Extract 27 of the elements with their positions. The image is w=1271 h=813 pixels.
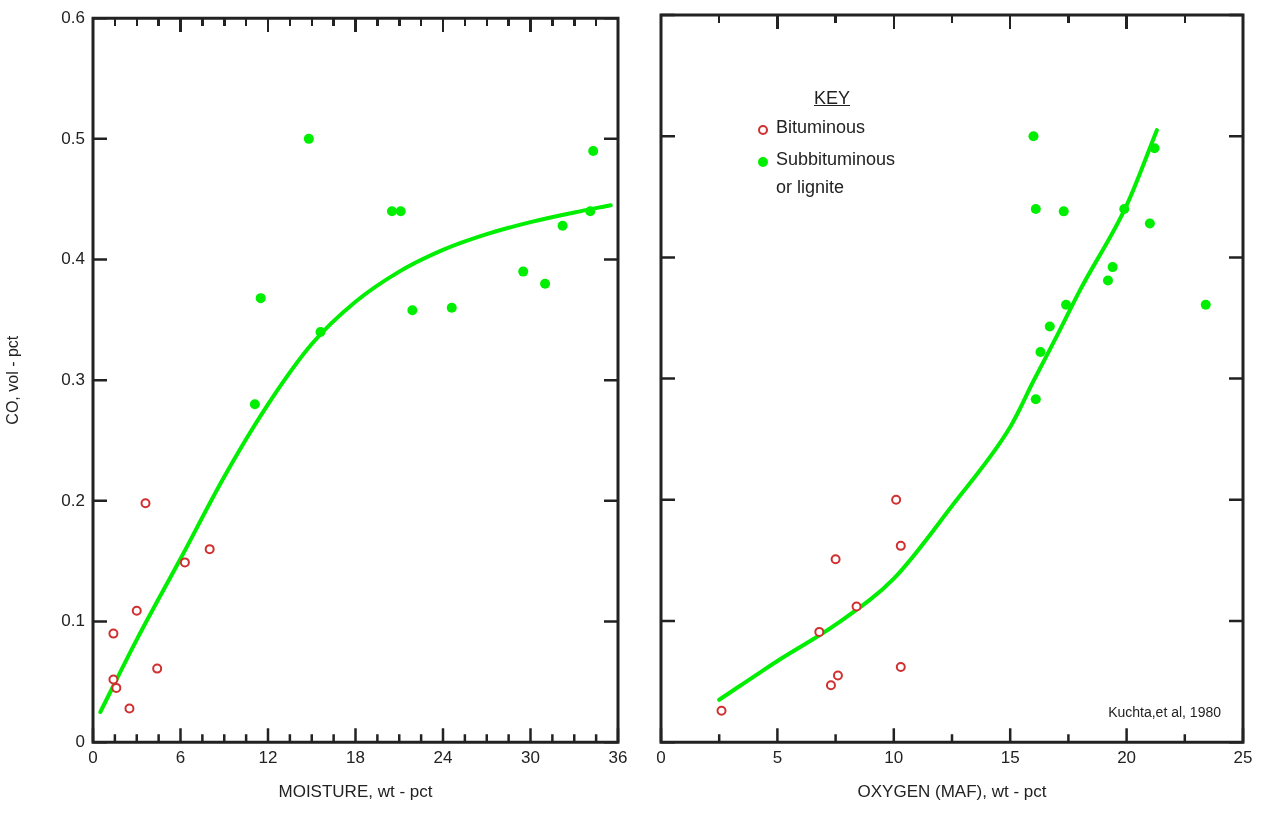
annotation: Kuchta,et al, 1980 <box>1108 704 1222 721</box>
x-tick-label: 12 <box>258 748 278 768</box>
x-tick-label: 18 <box>346 748 365 768</box>
y-tick-label: 0.3 <box>61 369 85 389</box>
legend-label: Subbituminous or lignite <box>776 148 897 199</box>
y-tick-label: 0.5 <box>61 128 85 148</box>
x-tick-label: 5 <box>772 748 783 768</box>
y-tick-label: 0.1 <box>61 611 85 631</box>
y-tick-label: 0.2 <box>61 490 85 510</box>
y-tick-label: 0.6 <box>61 7 85 27</box>
x-tick-label: 15 <box>1000 748 1020 768</box>
x-tick-label: 0 <box>88 748 98 768</box>
y-axis-title: CO, vol - pct <box>4 335 22 425</box>
x-axis-title: OXYGEN (MAF), wt - pct <box>857 782 1047 802</box>
x-tick-label: 6 <box>175 748 186 768</box>
x-axis-title: MOISTURE, wt - pct <box>278 782 433 802</box>
y-tick-label: 0 <box>75 731 85 751</box>
legend-title: KEY <box>814 88 852 109</box>
y-tick-label: 0.4 <box>61 249 85 269</box>
x-tick-label: 24 <box>433 748 453 768</box>
x-tick-label: 0 <box>656 748 666 768</box>
x-tick-label: 25 <box>1233 748 1253 768</box>
x-tick-label: 20 <box>1117 748 1137 768</box>
x-tick-label: 10 <box>884 748 904 768</box>
legend-label: Bituminous <box>776 116 867 139</box>
x-tick-label: 36 <box>608 748 628 768</box>
x-tick-label: 30 <box>521 748 540 768</box>
